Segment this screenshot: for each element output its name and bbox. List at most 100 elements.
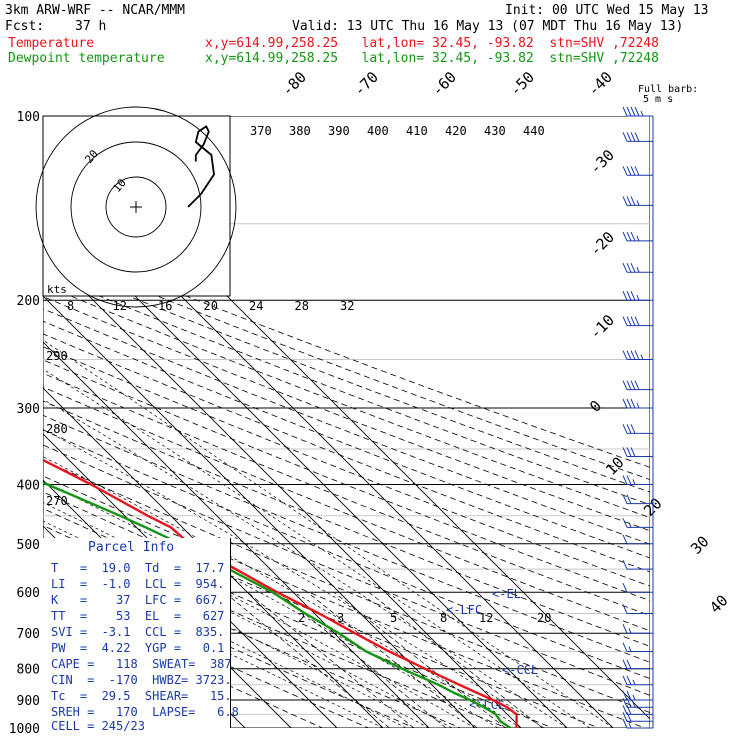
wind-barb-flag <box>622 132 628 142</box>
wind-barb-flag <box>622 380 628 390</box>
wind-barb <box>622 132 653 142</box>
parcel-level-label: <-CCL <box>502 663 538 677</box>
wind-barb-flag <box>622 316 628 326</box>
moist-adiabat-line <box>43 456 522 728</box>
parcel-info-row: SVI = -3.1 CCL = 835. <box>51 625 225 639</box>
wind-barb-flag <box>622 398 628 409</box>
parcel-info-row: CELL = 245/23 <box>51 719 145 733</box>
isotherm-label: -80 <box>278 68 310 100</box>
isotherm-line <box>43 433 338 728</box>
wind-barb-flag <box>626 350 632 360</box>
isotherm-line <box>43 295 476 728</box>
isotherm-label: 10 <box>602 453 628 479</box>
wind-barb-half <box>636 267 640 273</box>
wind-barb-flag <box>626 675 632 686</box>
theta-label: 430 <box>484 124 506 138</box>
legend-dewpoint-info: x,y=614.99,258.25 lat,lon= 32.45, -93.82… <box>205 51 659 66</box>
temperature-line <box>43 458 518 728</box>
theta-label: 440 <box>523 124 545 138</box>
wind-barb-flag <box>622 675 628 686</box>
wind-barb-flag <box>626 424 632 434</box>
isotherm-label: -70 <box>350 68 382 100</box>
wind-barb-flag <box>630 231 636 242</box>
wind-barb-flag <box>622 690 628 701</box>
wind-barb-flag <box>630 166 636 176</box>
theta-label: 280 <box>46 422 68 436</box>
wind-barb-flag <box>630 398 636 409</box>
wind-barb-flag <box>622 659 628 669</box>
wind-barb-flag <box>634 350 640 360</box>
wind-barb-flag <box>622 106 628 117</box>
wind-barb-flag <box>630 350 636 360</box>
dewpoint-line <box>43 481 512 728</box>
wind-barb <box>622 698 653 708</box>
isotherm-label: -40 <box>584 68 616 100</box>
wind-barb <box>622 380 653 391</box>
wind-barb <box>622 475 653 485</box>
wind-barb-flag <box>622 447 628 457</box>
isobar-label: 500 <box>17 538 40 553</box>
wind-barb-flag <box>626 316 632 326</box>
isobar-label: 200 <box>17 294 40 309</box>
dry-adiabat-line <box>43 491 600 728</box>
legend-temperature: Temperature <box>8 36 95 51</box>
isobar-label: 900 <box>17 694 40 709</box>
legend-dewpoint: Dewpoint temperature <box>8 51 165 66</box>
wind-barb-flag <box>630 106 636 117</box>
forecast-label: Fcst: <box>5 19 45 34</box>
dry-adiabat-line <box>43 346 650 587</box>
wind-barb-half <box>628 628 632 634</box>
wind-barb-flag <box>622 534 628 544</box>
hodograph-speed-label: 8 <box>67 299 74 313</box>
wind-barb <box>622 263 653 273</box>
wind-barb-flag <box>626 132 632 142</box>
init-time: Init: 00 UTC Wed 15 May 13 <box>505 3 709 18</box>
wind-barb-half <box>628 646 632 652</box>
wind-barb-flag <box>622 712 628 722</box>
hodograph-ring <box>35 106 237 308</box>
wind-barb <box>622 604 653 615</box>
parcel-info-row: T = 19.0 Td = 17.7 <box>51 561 225 575</box>
hodograph-speed-label: 32 <box>340 299 354 313</box>
dry-adiabat-line <box>43 597 324 728</box>
wind-barb-flag <box>626 196 632 206</box>
isotherm-label: -50 <box>506 68 538 100</box>
dry-adiabat-line <box>43 359 650 602</box>
theta-label: 420 <box>445 124 467 138</box>
wind-barb <box>622 659 653 670</box>
wind-barb-flag <box>622 718 628 729</box>
wind-barb <box>622 398 653 409</box>
isotherm-label: 30 <box>687 532 713 558</box>
wind-barb-flag <box>634 106 640 117</box>
wind-barb <box>622 718 653 729</box>
theta-label: 270 <box>46 494 68 508</box>
wind-barb-half <box>632 702 636 708</box>
mixing-ratio-line <box>247 591 415 728</box>
wind-barb <box>622 690 653 701</box>
dry-adiabat-line <box>43 333 650 573</box>
wind-barb <box>622 705 653 715</box>
wind-barb-flag <box>630 291 636 301</box>
moist-adiabat-line <box>43 339 614 728</box>
wind-barb-flag <box>626 494 632 504</box>
mixing-ratio-label: 2 <box>298 611 305 625</box>
parcel-info-title: Parcel Info <box>88 540 175 555</box>
wind-barb <box>622 518 653 528</box>
wind-barb-flag <box>634 316 640 326</box>
wind-barb-half <box>636 402 640 409</box>
wind-barb-flag <box>622 424 628 434</box>
wind-barb <box>622 494 653 505</box>
wind-barb-flag <box>622 604 628 614</box>
wind-barb-flag <box>622 166 628 176</box>
dry-adiabat-line <box>43 525 508 728</box>
wind-barb <box>622 106 653 117</box>
moist-adiabat-line <box>43 368 591 728</box>
isotherm-label: 0 <box>586 397 605 416</box>
dry-adiabat-line <box>43 444 650 696</box>
isotherm-label: -10 <box>586 311 618 343</box>
wind-barb-half <box>636 295 640 301</box>
wind-barb-flag <box>630 424 636 434</box>
dry-adiabat-line <box>43 400 650 647</box>
mixing-ratio-line <box>307 591 478 728</box>
